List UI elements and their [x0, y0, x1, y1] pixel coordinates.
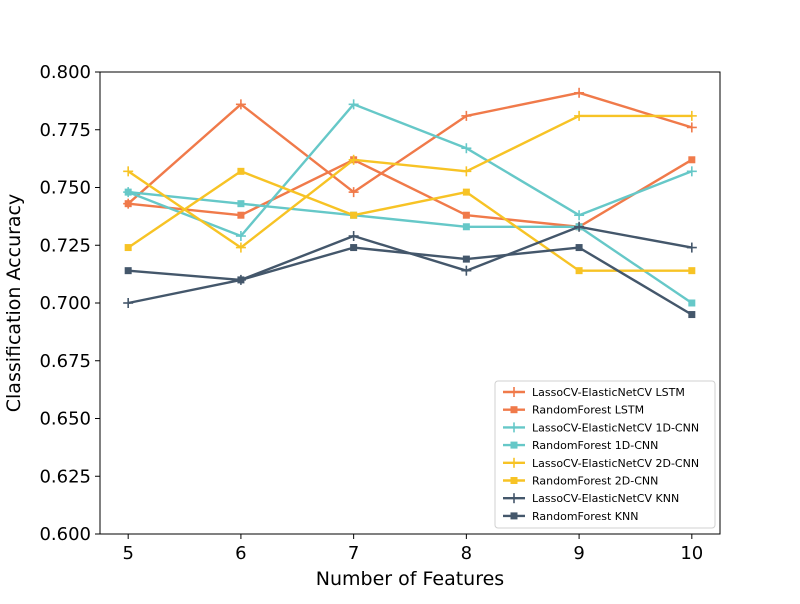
data-point	[350, 212, 357, 219]
data-point	[687, 111, 697, 121]
series-line	[128, 104, 692, 236]
data-point	[687, 166, 697, 176]
data-point	[461, 166, 471, 176]
data-point	[687, 122, 697, 132]
data-point	[687, 243, 697, 253]
y-axis-label: Classification Accuracy	[3, 194, 25, 413]
legend-marker	[511, 406, 518, 413]
data-point	[237, 200, 244, 207]
legend-label: LassoCV-ElasticNetCV KNN	[532, 492, 679, 505]
legend-marker	[511, 442, 518, 449]
series-line	[128, 248, 692, 315]
y-tick-label: 0.650	[39, 409, 91, 430]
y-tick-label: 0.725	[39, 235, 91, 256]
series-3	[125, 189, 696, 307]
legend-label: RandomForest LSTM	[532, 404, 644, 417]
legend-label: RandomForest 1D-CNN	[532, 439, 658, 452]
data-point	[574, 88, 584, 98]
series-layer	[123, 88, 697, 318]
y-tick-label: 0.700	[39, 293, 91, 314]
series-line	[128, 116, 692, 248]
legend-item: LassoCV-ElasticNetCV 1D-CNN	[503, 421, 699, 434]
data-point	[237, 212, 244, 219]
data-point	[125, 244, 132, 251]
legend-label: RandomForest 2D-CNN	[532, 475, 658, 488]
legend-marker	[511, 512, 518, 519]
legend-label: LassoCV-ElasticNetCV 2D-CNN	[532, 457, 699, 470]
legend-label: RandomForest KNN	[532, 510, 638, 523]
data-point	[463, 189, 470, 196]
data-point	[574, 111, 584, 121]
x-tick-label: 9	[573, 543, 584, 564]
data-point	[237, 168, 244, 175]
legend-label: LassoCV-ElasticNetCV 1D-CNN	[532, 421, 699, 434]
data-point	[576, 244, 583, 251]
data-point	[125, 267, 132, 274]
y-tick-label: 0.600	[39, 524, 91, 545]
x-tick-label: 7	[348, 543, 359, 564]
data-point	[463, 223, 470, 230]
data-point	[576, 267, 583, 274]
data-point	[688, 267, 695, 274]
legend: LassoCV-ElasticNetCV LSTM RandomForest LS…	[495, 381, 715, 528]
y-tick-label: 0.775	[39, 120, 91, 141]
series-line	[128, 160, 692, 227]
legend-item: LassoCV-ElasticNetCV 2D-CNN	[503, 457, 699, 470]
data-point	[350, 244, 357, 251]
data-point	[123, 298, 133, 308]
data-point	[461, 266, 471, 276]
data-point	[125, 189, 132, 196]
x-tick-label: 10	[680, 543, 703, 564]
data-point	[125, 200, 132, 207]
data-point	[688, 311, 695, 318]
x-tick-label: 8	[461, 543, 472, 564]
data-point	[463, 212, 470, 219]
series-7	[125, 244, 696, 318]
y-tick-label: 0.675	[39, 351, 91, 372]
y-tick-label: 0.625	[39, 466, 91, 487]
data-point	[463, 256, 470, 263]
data-point	[349, 231, 359, 241]
legend-label: LassoCV-ElasticNetCV LSTM	[532, 386, 685, 399]
series-6	[123, 222, 697, 308]
data-point	[237, 276, 244, 283]
y-tick-label: 0.750	[39, 178, 91, 199]
x-tick-label: 6	[235, 543, 246, 564]
legend-marker	[511, 477, 518, 484]
x-tick-label: 5	[122, 543, 133, 564]
data-point	[688, 156, 695, 163]
series-2	[123, 99, 697, 241]
y-tick-label: 0.800	[39, 62, 91, 83]
series-0	[123, 88, 697, 209]
data-point	[688, 300, 695, 307]
data-point	[461, 143, 471, 153]
x-axis-label: Number of Features	[316, 568, 504, 590]
